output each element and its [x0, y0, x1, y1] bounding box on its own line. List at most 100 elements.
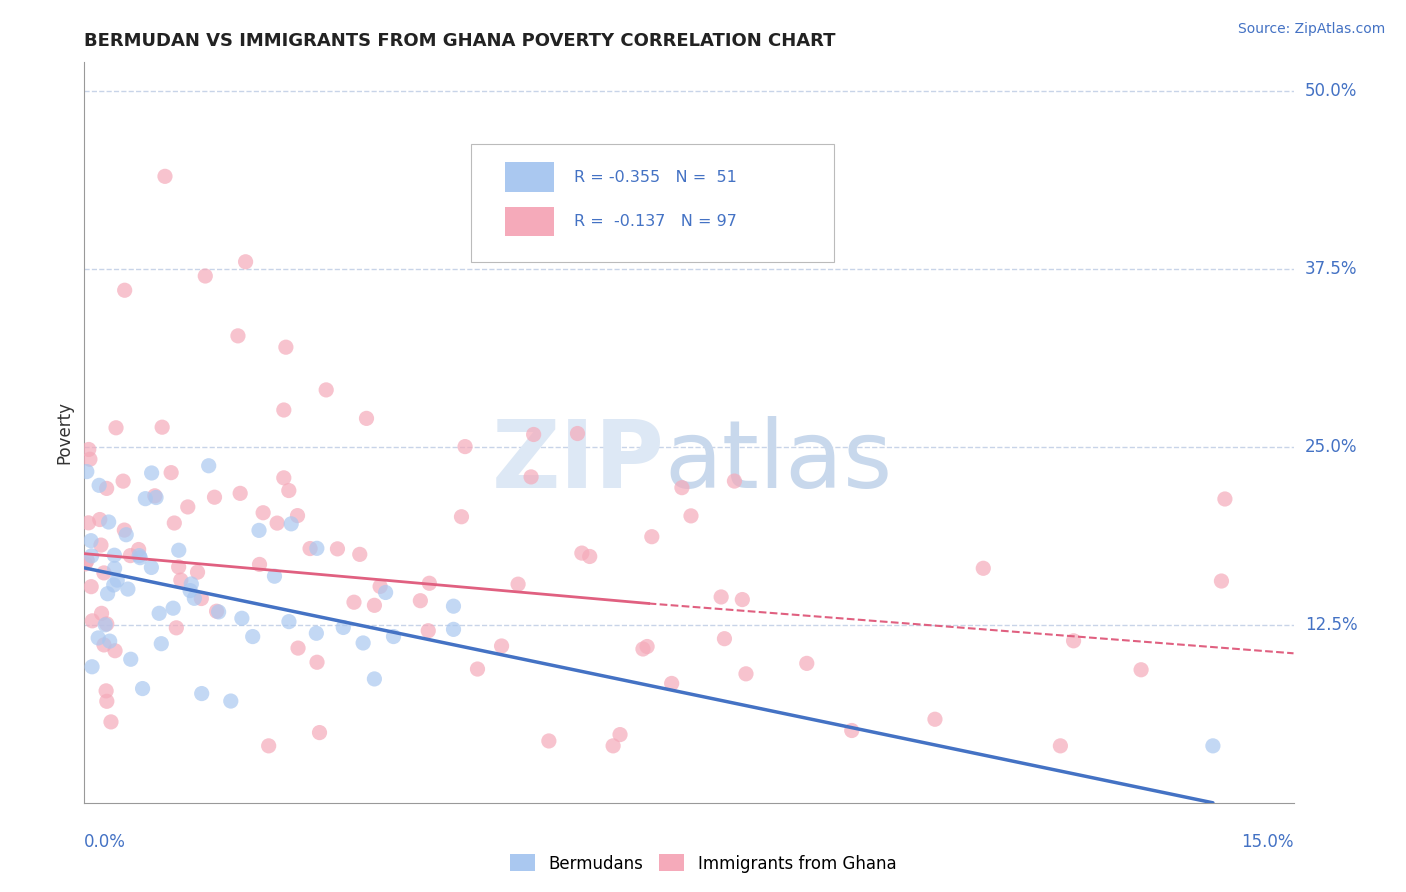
Point: [207, 605, 229, 619]
Point: [105, 421, 128, 435]
Point: [104, 561, 127, 575]
Text: 0.0%: 0.0%: [84, 833, 127, 851]
Point: [273, 471, 295, 485]
Point: [94, 684, 117, 698]
Point: [661, 676, 683, 690]
Point: [537, 734, 560, 748]
Point: [287, 508, 309, 523]
Text: 37.5%: 37.5%: [1305, 260, 1357, 278]
Point: [641, 530, 664, 544]
Point: [204, 490, 226, 504]
Point: [602, 739, 624, 753]
Point: [112, 474, 135, 488]
Point: [90, 538, 112, 552]
Point: [308, 725, 330, 739]
Point: [287, 641, 309, 656]
Point: [80, 533, 103, 548]
Point: [226, 329, 249, 343]
Point: [93, 638, 115, 652]
Point: [679, 508, 702, 523]
Point: [80, 580, 103, 594]
Point: [128, 549, 150, 563]
Point: [280, 516, 302, 531]
Point: [454, 440, 477, 454]
Point: [273, 403, 295, 417]
Point: [1202, 739, 1225, 753]
Point: [141, 560, 163, 574]
Point: [305, 541, 328, 556]
Point: [177, 500, 200, 514]
Point: [150, 637, 173, 651]
FancyBboxPatch shape: [505, 162, 554, 192]
Point: [343, 595, 366, 609]
Point: [186, 565, 208, 579]
Text: 15.0%: 15.0%: [1241, 833, 1294, 851]
Point: [409, 593, 432, 607]
Point: [183, 591, 205, 606]
Point: [523, 427, 546, 442]
Point: [382, 630, 405, 644]
Point: [257, 739, 280, 753]
Point: [190, 591, 212, 606]
Point: [305, 655, 328, 669]
Point: [120, 652, 142, 666]
Point: [671, 481, 693, 495]
Point: [167, 543, 190, 558]
Point: [735, 666, 758, 681]
Point: [82, 614, 104, 628]
Point: [796, 657, 818, 671]
Point: [89, 478, 111, 492]
Point: [418, 624, 440, 638]
Point: [368, 579, 391, 593]
Point: [170, 573, 193, 587]
Point: [97, 587, 120, 601]
Point: [150, 420, 173, 434]
Point: [93, 566, 115, 580]
Point: [274, 340, 297, 354]
Point: [235, 254, 257, 268]
Point: [80, 549, 103, 563]
Text: Source: ZipAtlas.com: Source: ZipAtlas.com: [1237, 22, 1385, 37]
Point: [98, 634, 121, 648]
Y-axis label: Poverty: Poverty: [55, 401, 73, 464]
Point: [80, 659, 103, 673]
Point: [710, 590, 733, 604]
Point: [103, 578, 125, 592]
Point: [76, 553, 98, 567]
Point: [105, 573, 128, 587]
Point: [252, 506, 274, 520]
Point: [162, 601, 184, 615]
Text: 12.5%: 12.5%: [1305, 615, 1357, 634]
Point: [1211, 574, 1233, 588]
Point: [578, 549, 600, 564]
Point: [418, 576, 440, 591]
Text: ZIP: ZIP: [492, 417, 665, 508]
Point: [467, 662, 489, 676]
Point: [160, 466, 183, 480]
Point: [443, 599, 465, 614]
Point: [77, 442, 100, 457]
Point: [205, 604, 228, 618]
Point: [104, 644, 127, 658]
Point: [143, 489, 166, 503]
Point: [131, 681, 153, 696]
Point: [841, 723, 863, 738]
Point: [165, 621, 187, 635]
Point: [1049, 739, 1071, 753]
Point: [89, 512, 111, 526]
Text: BERMUDAN VS IMMIGRANTS FROM GHANA POVERTY CORRELATION CHART: BERMUDAN VS IMMIGRANTS FROM GHANA POVERT…: [84, 32, 835, 50]
Point: [120, 549, 142, 563]
Point: [179, 583, 201, 598]
Point: [180, 577, 202, 591]
Point: [247, 524, 270, 538]
Point: [363, 672, 385, 686]
Point: [277, 483, 299, 498]
Point: [374, 585, 396, 599]
Point: [636, 640, 658, 654]
Point: [278, 615, 301, 629]
Point: [731, 592, 754, 607]
Point: [349, 547, 371, 561]
FancyBboxPatch shape: [471, 144, 834, 262]
Text: R =  -0.137   N = 97: R = -0.137 N = 97: [574, 214, 737, 229]
Point: [96, 482, 118, 496]
